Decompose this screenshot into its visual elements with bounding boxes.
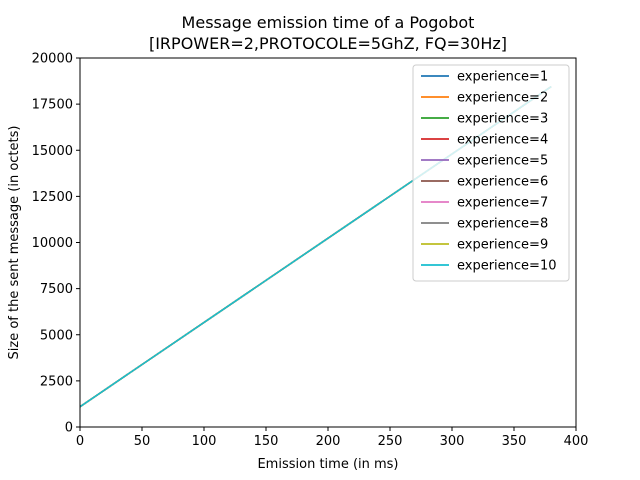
chart-title: Message emission time of a Pogobot [IRPO… bbox=[149, 13, 507, 53]
legend-label-3: experience=3 bbox=[457, 112, 548, 127]
x-axis-ticks: 0 50 100 150 200 250 300 350 400 bbox=[76, 427, 589, 449]
chart-title-line-2: [IRPOWER=2,PROTOCOLE=5GhZ, FQ=30Hz] bbox=[149, 34, 507, 53]
y-tick-label: 15000 bbox=[32, 144, 73, 159]
y-axis-label: Size of the sent message (in octets) bbox=[7, 126, 22, 360]
legend-label-5: experience=5 bbox=[457, 154, 548, 169]
y-axis-ticks: 0 2500 5000 7500 10000 12500 15000 17500 20000 bbox=[32, 52, 80, 436]
legend-label-6: experience=6 bbox=[457, 175, 548, 190]
y-tick-label: 10000 bbox=[32, 236, 73, 251]
y-tick-label: 5000 bbox=[40, 328, 73, 343]
x-tick-label: 350 bbox=[502, 434, 527, 449]
x-tick-label: 250 bbox=[378, 434, 403, 449]
x-tick-label: 0 bbox=[76, 434, 84, 449]
y-tick-label: 20000 bbox=[32, 52, 73, 67]
x-tick-label: 50 bbox=[134, 434, 151, 449]
x-tick-label: 150 bbox=[254, 434, 279, 449]
legend: experience=1 experience=2 experience=3 expe… bbox=[412, 64, 570, 282]
x-tick-label: 400 bbox=[564, 434, 589, 449]
y-tick-label: 7500 bbox=[40, 282, 73, 297]
x-tick-label: 200 bbox=[316, 434, 341, 449]
x-axis-label: Emission time (in ms) bbox=[257, 457, 398, 472]
chart-title-line-1: Message emission time of a Pogobot bbox=[182, 13, 475, 32]
legend-label-2: experience=2 bbox=[457, 91, 548, 106]
y-tick-label: 2500 bbox=[40, 374, 73, 389]
legend-label-9: experience=9 bbox=[457, 238, 548, 253]
legend-label-7: experience=7 bbox=[457, 196, 548, 211]
legend-label-8: experience=8 bbox=[457, 217, 548, 232]
legend-label-4: experience=4 bbox=[457, 133, 548, 148]
x-tick-label: 300 bbox=[440, 434, 465, 449]
y-tick-label: 17500 bbox=[32, 98, 73, 113]
legend-box bbox=[412, 64, 570, 282]
y-tick-label: 0 bbox=[65, 421, 73, 436]
x-tick-label: 100 bbox=[192, 434, 217, 449]
y-tick-label: 12500 bbox=[32, 190, 73, 205]
legend-label-10: experience=10 bbox=[457, 259, 557, 274]
legend-label-1: experience=1 bbox=[457, 70, 548, 85]
